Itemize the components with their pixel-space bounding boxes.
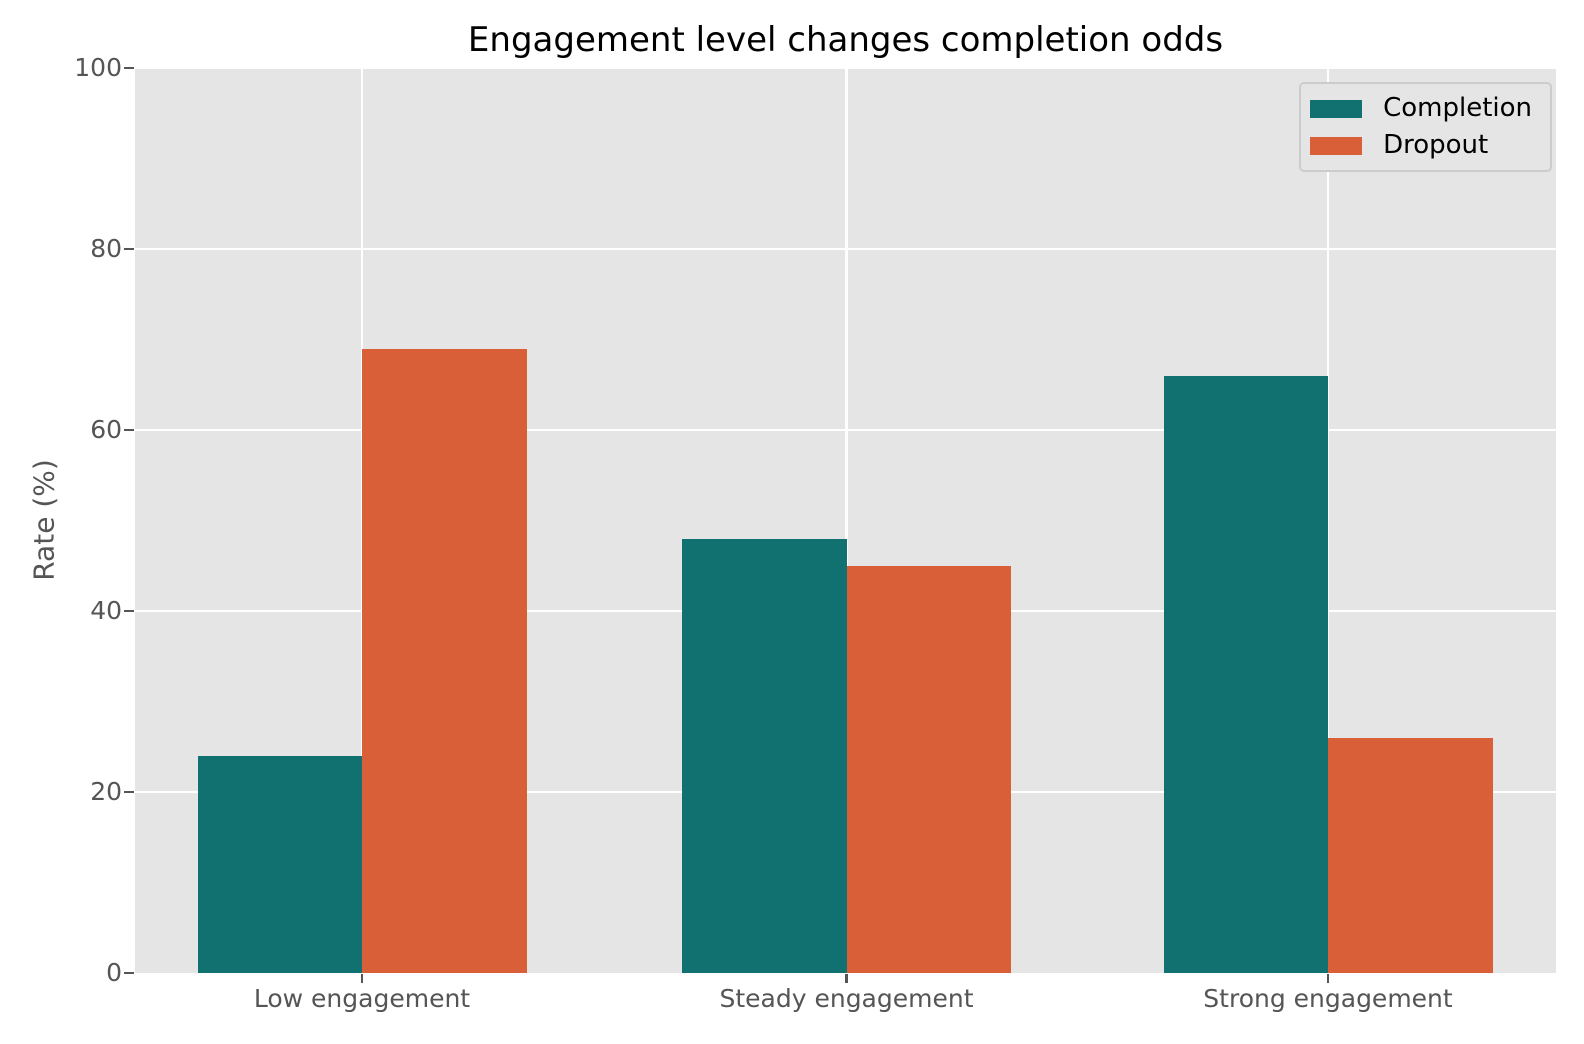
- x-tick-label-steady-engagement: Steady engagement: [719, 984, 974, 1013]
- bar-completion-steady-engagement: [682, 538, 847, 973]
- bar-dropout-steady-engagement: [846, 565, 1011, 973]
- legend-swatch-dropout-icon: [1310, 136, 1363, 155]
- legend-label-completion: Completion: [1383, 93, 1532, 123]
- y-tick-mark-100: [124, 66, 134, 70]
- bar-completion-strong-engagement: [1163, 375, 1328, 973]
- y-tick-label-100: 100: [74, 53, 122, 82]
- bar-dropout-low-engagement: [362, 348, 527, 973]
- x-tick-label-strong-engagement: Strong engagement: [1203, 984, 1453, 1013]
- chart-title: Engagement level changes completion odds: [467, 20, 1224, 60]
- y-tick-label-20: 20: [90, 777, 122, 806]
- legend-entry-completion: Completion: [1310, 92, 1532, 125]
- y-tick-label-80: 80: [90, 234, 122, 263]
- bar-completion-low-engagement: [197, 755, 362, 973]
- y-tick-label-60: 60: [90, 415, 122, 444]
- x-tick-mark-strong-engagement: [1326, 974, 1330, 983]
- y-axis-label: Rate (%): [27, 459, 61, 581]
- legend: Completion Dropout: [1299, 82, 1552, 172]
- y-tick-mark-20: [124, 790, 134, 794]
- x-tick-label-low-engagement: Low engagement: [253, 984, 471, 1013]
- bar-dropout-strong-engagement: [1328, 737, 1493, 973]
- legend-entry-dropout: Dropout: [1310, 129, 1532, 162]
- legend-label-dropout: Dropout: [1383, 130, 1489, 160]
- y-tick-label-40: 40: [90, 596, 122, 625]
- x-tick-mark-low-engagement: [360, 974, 364, 983]
- x-tick-mark-steady-engagement: [845, 974, 848, 983]
- y-tick-label-0: 0: [106, 958, 122, 987]
- gridline-x-low-engagement: [360, 68, 364, 973]
- y-tick-mark-80: [124, 247, 134, 251]
- y-tick-mark-60: [124, 428, 134, 432]
- legend-swatch-completion-icon: [1310, 99, 1363, 118]
- y-tick-mark-40: [124, 609, 134, 613]
- gridline-x-steady-engagement: [845, 68, 848, 973]
- y-tick-mark-0: [124, 971, 134, 975]
- plot-area: [135, 66, 1556, 973]
